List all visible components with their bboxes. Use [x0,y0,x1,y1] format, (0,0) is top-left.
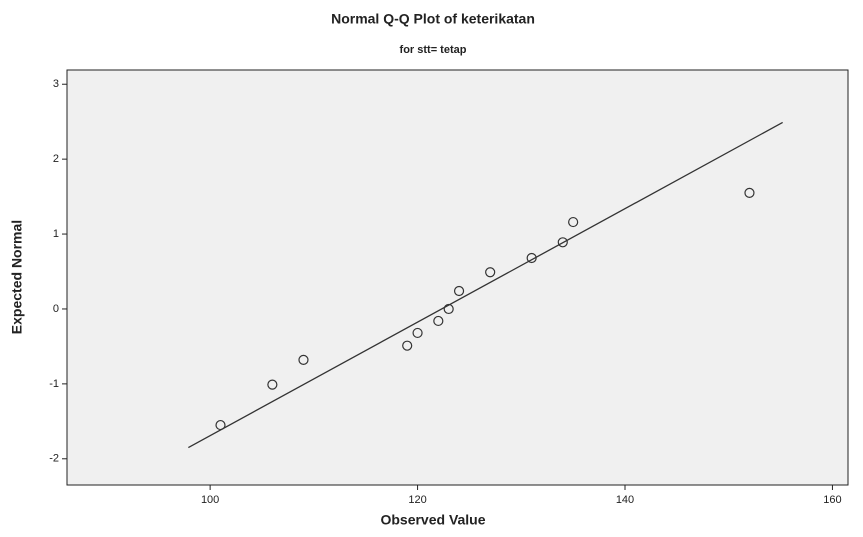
y-tick-label: -1 [49,378,59,390]
data-point [744,187,755,198]
x-tick-label: 100 [201,494,219,506]
y-axis-label: Expected Normal [9,220,25,334]
plot-area [66,69,849,486]
chart-subtitle: for stt= tetap [400,44,467,56]
data-point [485,267,496,278]
data-point [298,354,309,366]
y-tick-label: 2 [53,153,59,165]
data-point [453,285,465,297]
data-point [267,379,278,390]
y-tick-label: 3 [53,78,59,90]
x-tick-label: 160 [823,494,841,506]
reference-line [188,121,783,449]
data-point [568,216,579,228]
x-axis-label: Observed Value [380,512,485,528]
y-tick-label: 0 [53,303,59,315]
x-tick-label: 120 [408,494,426,506]
data-point [557,237,568,248]
data-point [526,252,537,264]
data-point [443,303,454,315]
y-tick-label: -2 [49,453,59,465]
data-point [412,327,423,339]
data-point [402,340,413,351]
x-tick-label: 140 [616,494,634,506]
y-tick-label: 1 [53,228,59,240]
data-point [433,315,444,327]
chart-title: Normal Q-Q Plot of keterikatan [331,11,535,27]
data-point [215,419,226,431]
